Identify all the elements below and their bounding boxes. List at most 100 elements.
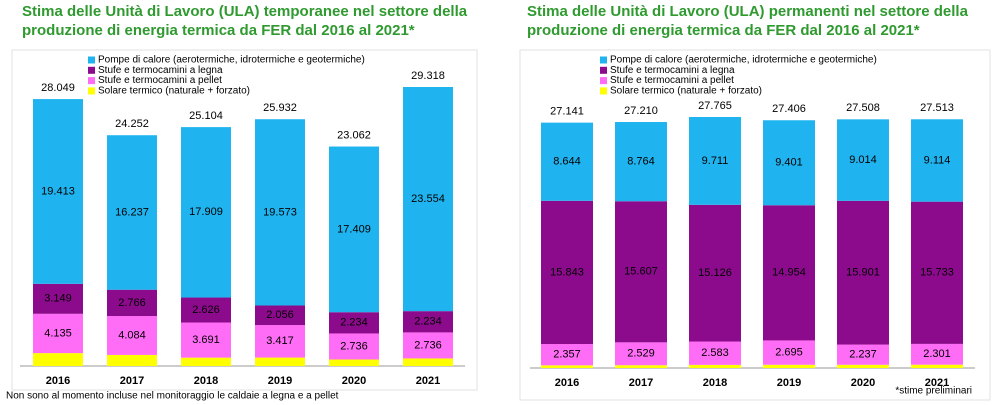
x-tick-label: 2019 (268, 375, 292, 387)
segment-label: 2.736 (414, 339, 442, 351)
panel-left (11, 49, 478, 391)
legend-label: Stufe e termocamini a legna (610, 65, 735, 76)
legend-label: Pompe di calore (aerotermiche, idrotermi… (610, 55, 877, 66)
segment-label: 2.626 (192, 304, 220, 316)
total-label: 27.513 (920, 102, 954, 114)
total-label: 27.406 (772, 103, 806, 115)
bar-segment (615, 342, 667, 366)
legend-label: Pompe di calore (aerotermiche, idrotermi… (98, 55, 365, 66)
segment-label: 2.237 (849, 349, 877, 361)
bar-segment (541, 344, 593, 366)
segment-label: 15.843 (550, 266, 584, 278)
segment-label: 15.733 (920, 267, 954, 279)
bar-segment (33, 313, 83, 354)
segment-label: 2.234 (414, 316, 442, 328)
bar-segment (107, 135, 157, 290)
segment-label: 9.711 (702, 155, 729, 167)
segment-label: 2.056 (266, 309, 294, 321)
bar-segment (181, 357, 231, 366)
bar-segment (837, 200, 889, 345)
legend-label: Solare termico (naturale + forzato) (610, 86, 762, 97)
x-tick-label: 2016 (555, 377, 579, 389)
bar-segment (689, 117, 741, 205)
legend-swatch (88, 56, 95, 64)
bar-segment (911, 343, 963, 365)
bar-segment (911, 364, 963, 368)
bar-segment (403, 358, 453, 366)
legend-swatch (600, 87, 607, 95)
bar-segment (33, 99, 83, 284)
bar-segment (403, 87, 453, 312)
bar-segment (403, 332, 453, 359)
x-tick-label: 2020 (342, 375, 366, 387)
bar-segment (837, 344, 889, 365)
x-tick-label: 2018 (703, 377, 727, 389)
bar-segment (615, 201, 667, 343)
legend-label: Stufe e termocamini a pellet (610, 75, 734, 86)
x-tick-label: 2017 (120, 375, 144, 387)
legend-swatch (600, 56, 607, 64)
total-label: 28.049 (41, 82, 75, 94)
x-tick-label: 2021 (925, 377, 949, 389)
bar-segment (911, 119, 963, 202)
segment-label: 4.084 (118, 329, 146, 341)
bar-segment (255, 305, 305, 326)
bar-segment (763, 364, 815, 368)
segment-label: 14.954 (772, 267, 806, 279)
x-tick-label: 2019 (777, 377, 801, 389)
bar-segment (107, 289, 157, 317)
segment-label: 2.357 (553, 349, 581, 361)
legend-label: Solare termico (naturale + forzato) (98, 86, 250, 97)
segment-label: 19.573 (263, 206, 297, 218)
x-tick-label: 2021 (416, 375, 440, 387)
total-label: 29.318 (411, 70, 445, 82)
bar-segment (541, 365, 593, 368)
note: *stime preliminari (895, 386, 972, 397)
total-label: 27.210 (624, 105, 658, 117)
bar-segment (181, 297, 231, 323)
x-tick-label: 2020 (851, 377, 875, 389)
bar-segment (763, 205, 815, 341)
bar-segment (541, 200, 593, 345)
total-label: 24.252 (115, 118, 149, 130)
segment-label: 9.401 (775, 157, 803, 169)
bar-segment (181, 127, 231, 298)
segment-label: 9.114 (924, 154, 951, 166)
legend-label: Stufe e termocamini a legna (98, 65, 223, 76)
segment-label: 15.607 (624, 266, 658, 278)
segment-label: 8.764 (627, 156, 655, 168)
segment-label: 4.135 (44, 327, 72, 339)
chart-title: Stima delle Unità di Lavoro (ULA) perman… (527, 3, 969, 20)
bar-segment (689, 341, 741, 365)
total-label: 25.932 (263, 102, 297, 114)
segment-label: 2.766 (118, 297, 146, 309)
bar-segment (763, 120, 815, 206)
bar-segment (107, 354, 157, 366)
total-label: 27.765 (698, 100, 732, 112)
note: Non sono al momento incluse nel monitora… (6, 391, 339, 402)
segment-label: 23.554 (411, 193, 445, 205)
bar-segment (329, 333, 379, 360)
bar-segment (255, 119, 305, 306)
bar-segment (107, 316, 157, 355)
bar-segment (837, 364, 889, 368)
bar-segment (911, 201, 963, 344)
segment-label: 3.691 (192, 334, 220, 346)
segment-label: 15.126 (698, 267, 732, 279)
chart-title: produzione di energia termica da FER dal… (527, 22, 920, 39)
bar-segment (689, 364, 741, 368)
segment-label: 16.237 (115, 206, 149, 218)
bar-segment (329, 312, 379, 334)
bar-segment (329, 146, 379, 313)
bar-segment (763, 340, 815, 365)
segment-label: 8.644 (553, 156, 581, 168)
legend-swatch (600, 66, 607, 74)
bar-segment (33, 353, 83, 366)
x-tick-label: 2018 (194, 375, 218, 387)
total-label: 23.062 (337, 129, 371, 141)
x-tick-label: 2017 (629, 377, 653, 389)
chart-title: Stima delle Unità di Lavoro (ULA) tempor… (22, 3, 468, 20)
total-label: 25.104 (189, 110, 223, 122)
segment-label: 2.234 (340, 317, 368, 329)
